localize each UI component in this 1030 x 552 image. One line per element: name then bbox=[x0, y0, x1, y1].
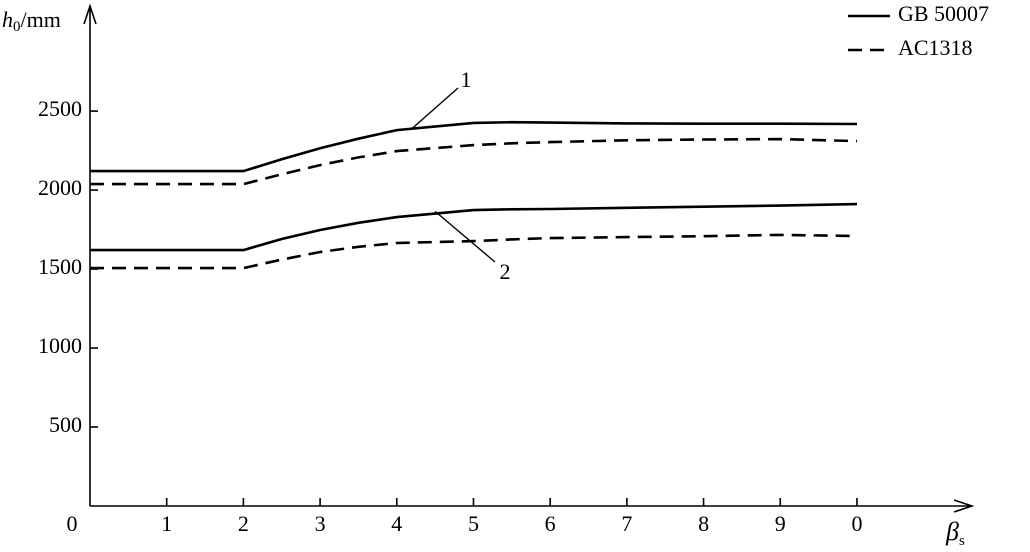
data-line bbox=[90, 137, 858, 186]
data-line bbox=[90, 233, 858, 270]
x-tick-label: 1 bbox=[161, 511, 172, 536]
y-tick-label: 1500 bbox=[38, 254, 82, 279]
y-tick-label: 2500 bbox=[38, 96, 82, 121]
data-line bbox=[90, 202, 858, 252]
data-line bbox=[90, 120, 858, 173]
x-tick-label: 9 bbox=[775, 511, 786, 536]
y-tick-label: 1000 bbox=[38, 333, 82, 358]
y-axis-label: h0/mm bbox=[2, 7, 61, 35]
x-tick-label: 2 bbox=[238, 511, 249, 536]
x-tick-label: 4 bbox=[391, 511, 402, 536]
x-axis-label: βs bbox=[945, 517, 965, 549]
curve-label: 1 bbox=[461, 67, 472, 92]
x-tick-label: 8 bbox=[698, 511, 709, 536]
legend-label: GB 50007 bbox=[898, 1, 989, 26]
leader-line bbox=[411, 87, 459, 129]
x-tick-label: 0 bbox=[851, 511, 862, 536]
legend-label: AC1318 bbox=[898, 35, 973, 60]
curve-label: 2 bbox=[500, 259, 511, 284]
x-tick-label: 3 bbox=[315, 511, 326, 536]
y-tick-label: 500 bbox=[49, 412, 82, 437]
x-tick-label: 6 bbox=[545, 511, 556, 536]
x-tick-label: 0 bbox=[67, 511, 78, 536]
leader-line bbox=[434, 210, 496, 263]
axes bbox=[83, 3, 975, 513]
x-tick-label: 7 bbox=[621, 511, 632, 536]
x-tick-label: 5 bbox=[468, 511, 479, 536]
y-tick-label: 2000 bbox=[38, 175, 82, 200]
